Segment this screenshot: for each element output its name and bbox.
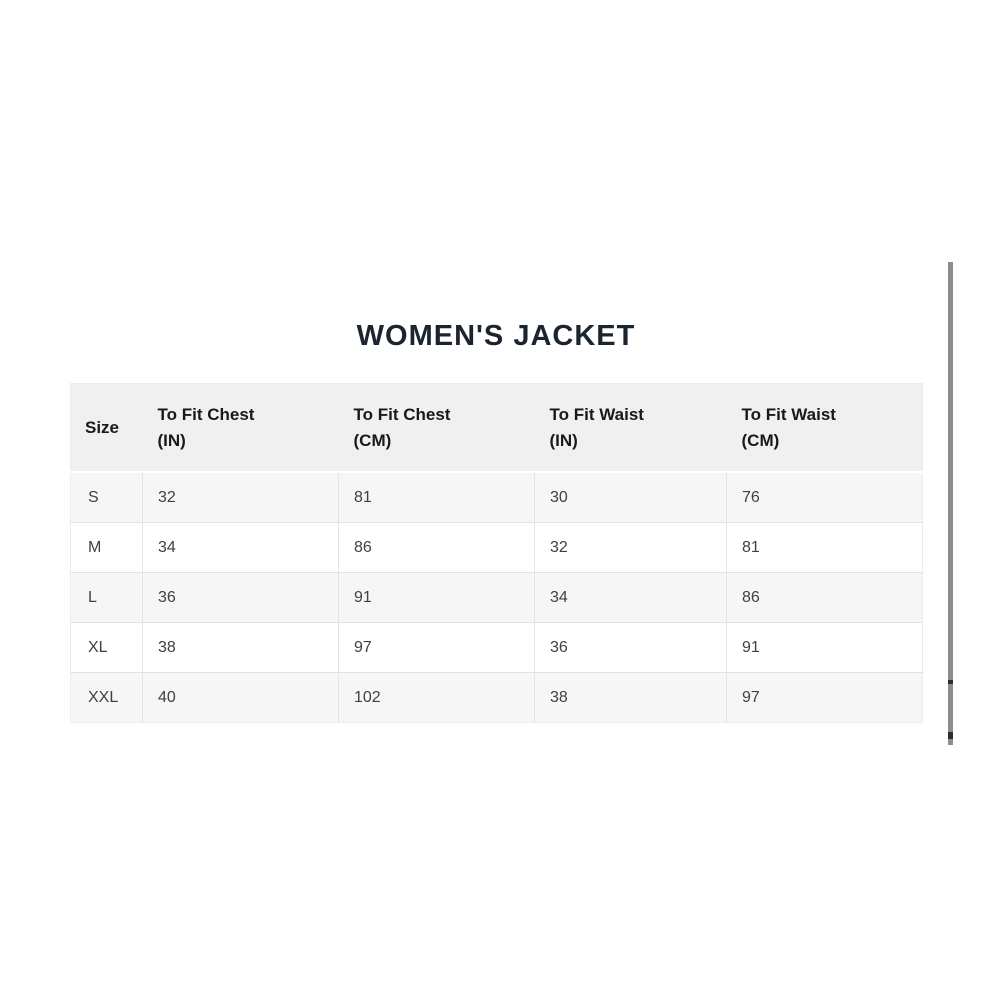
table-row: S 32 81 30 76 xyxy=(70,471,923,523)
column-label: To Fit Waist xyxy=(741,404,836,424)
column-label: To Fit Chest xyxy=(157,404,255,424)
cell-chest-cm: 102 xyxy=(338,672,535,723)
table-header-row: Size To Fit Chest (IN) To Fit Chest (CM)… xyxy=(70,383,923,473)
cell-waist-cm: 86 xyxy=(726,572,923,623)
column-unit: (IN) xyxy=(549,430,578,450)
cell-waist-in: 36 xyxy=(534,622,727,673)
cell-chest-cm: 86 xyxy=(338,522,535,573)
cell-size: L xyxy=(70,572,143,623)
cell-chest-in: 32 xyxy=(142,471,339,523)
cell-size: XXL xyxy=(70,672,143,723)
cell-size: XL xyxy=(70,622,143,673)
page-title: WOMEN'S JACKET xyxy=(356,320,636,352)
cell-waist-cm: 97 xyxy=(726,672,923,723)
table-row: M 34 86 32 81 xyxy=(70,522,923,573)
column-header-chest-in: To Fit Chest (IN) xyxy=(142,383,339,473)
cell-chest-in: 36 xyxy=(142,572,339,623)
cell-chest-cm: 97 xyxy=(338,622,535,673)
size-chart-table: Size To Fit Chest (IN) To Fit Chest (CM)… xyxy=(70,383,923,723)
cell-waist-in: 34 xyxy=(534,572,727,623)
table-row: XL 38 97 36 91 xyxy=(70,622,923,673)
cell-waist-in: 30 xyxy=(534,471,727,523)
column-unit: (CM) xyxy=(741,430,780,450)
column-header-waist-in: To Fit Waist (IN) xyxy=(534,383,727,473)
column-label: Size xyxy=(85,417,120,437)
cell-waist-cm: 91 xyxy=(726,622,923,673)
column-unit: (IN) xyxy=(157,430,186,450)
cell-chest-cm: 91 xyxy=(338,572,535,623)
column-label: To Fit Waist xyxy=(549,404,644,424)
cell-size: M xyxy=(70,522,143,573)
column-header-waist-cm: To Fit Waist (CM) xyxy=(726,383,923,473)
column-header-size: Size xyxy=(70,383,143,473)
cell-chest-in: 38 xyxy=(142,622,339,673)
scrollbar-notch xyxy=(948,680,953,684)
scrollbar[interactable] xyxy=(948,262,953,745)
cell-waist-in: 38 xyxy=(534,672,727,723)
cell-chest-in: 40 xyxy=(142,672,339,723)
cell-waist-cm: 81 xyxy=(726,522,923,573)
cell-chest-in: 34 xyxy=(142,522,339,573)
cell-size: S xyxy=(70,471,143,523)
scrollbar-notch xyxy=(948,732,953,739)
table-row: XXL 40 102 38 97 xyxy=(70,672,923,723)
cell-chest-cm: 81 xyxy=(338,471,535,523)
column-label: To Fit Chest xyxy=(353,404,451,424)
column-unit: (CM) xyxy=(353,430,392,450)
table-row: L 36 91 34 86 xyxy=(70,572,923,623)
column-header-chest-cm: To Fit Chest (CM) xyxy=(338,383,535,473)
cell-waist-cm: 76 xyxy=(726,471,923,523)
cell-waist-in: 32 xyxy=(534,522,727,573)
